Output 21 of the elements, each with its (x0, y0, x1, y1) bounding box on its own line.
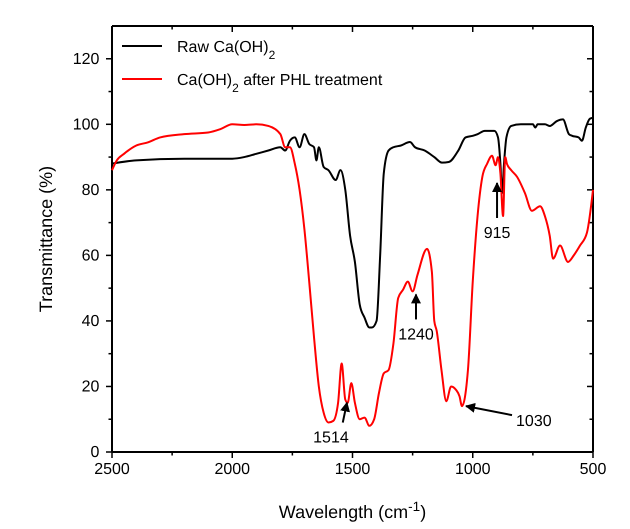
y-tick-label: 40 (82, 313, 100, 330)
legend-label: Raw Ca(OH)$_{2}$ (177, 39, 276, 62)
x-tick-label: 2500 (94, 461, 130, 478)
y-axis-title: Transmittance (%) (36, 166, 56, 312)
annotation: 1030 (516, 413, 552, 430)
x-tick-label: 500 (580, 461, 606, 478)
y-tick-label: 100 (72, 116, 100, 134)
annotation: 915 (484, 225, 510, 242)
x-tick-label: 2000 (214, 461, 250, 478)
line-series (111, 123, 594, 427)
x-tick-label: 1000 (454, 461, 491, 478)
y-tick-label: 80 (82, 182, 100, 199)
y-tick-label: 0 (90, 444, 100, 462)
annotation: 1240 (398, 326, 434, 344)
annotation: 1514 (313, 430, 349, 447)
x-axis-title: Wavelength (cm$^{-1}$) (278, 498, 426, 522)
legend-label: Ca(OH)$_{2}$ after PHL treatment (177, 72, 383, 95)
x-tick-label: 1500 (334, 461, 370, 478)
y-tick-label: 60 (82, 248, 100, 265)
y-tick-label: 20 (82, 378, 100, 396)
y-tick-label: 120 (72, 50, 100, 68)
